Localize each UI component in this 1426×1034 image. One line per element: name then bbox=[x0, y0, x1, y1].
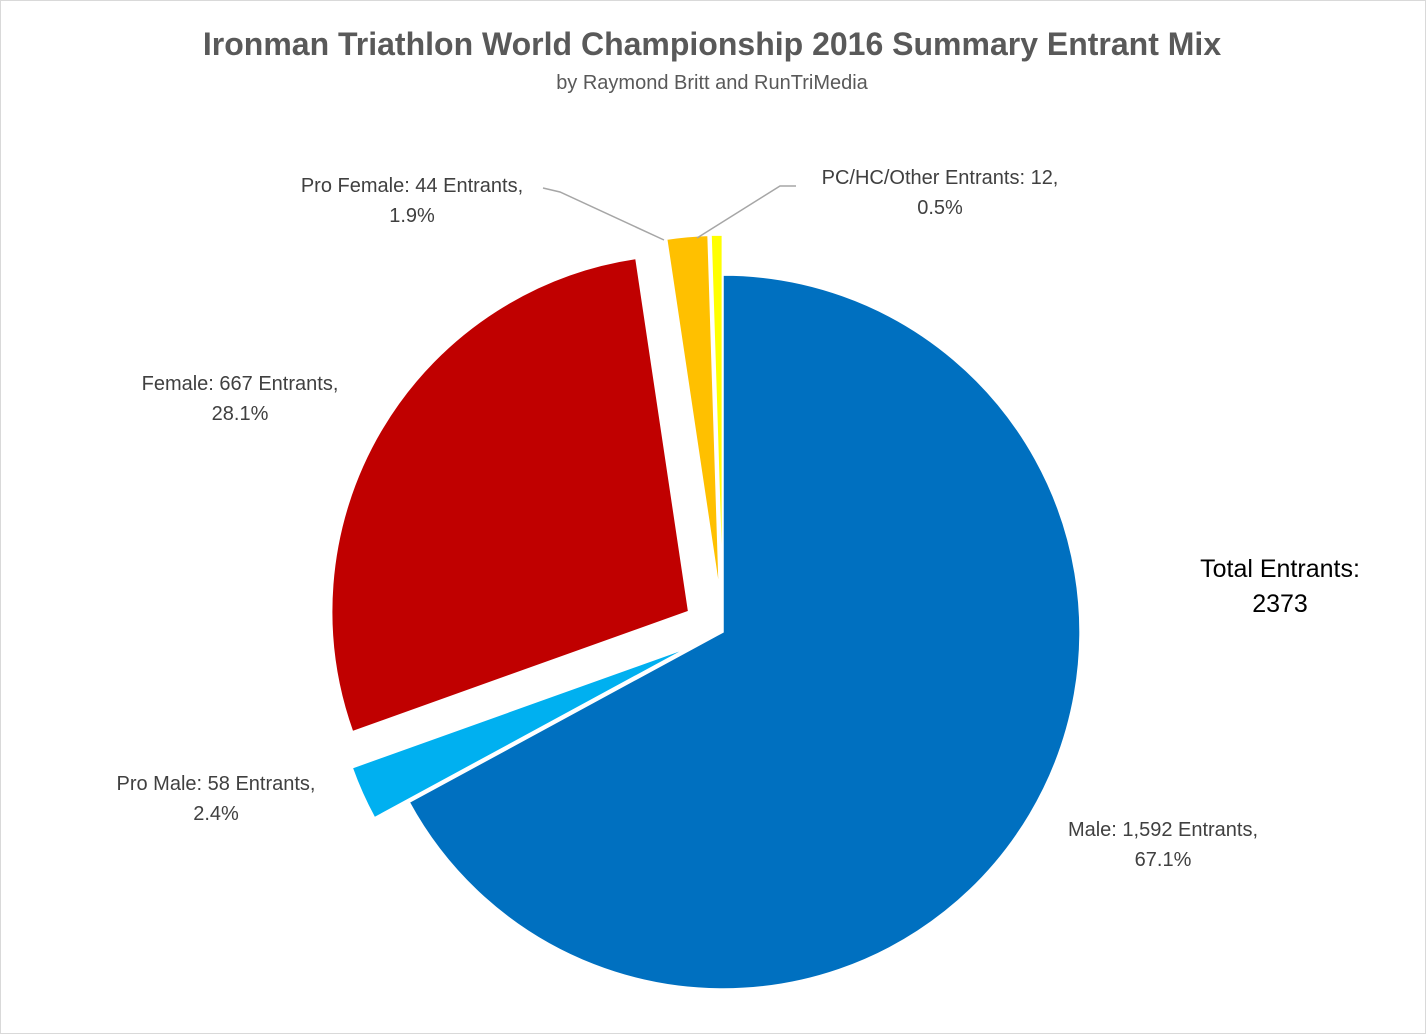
leader-lines bbox=[542, 185, 796, 241]
pie-slice-male bbox=[408, 274, 1081, 990]
slice-label-pc-hc-other: PC/HC/Other Entrants: 12, 0.5% bbox=[822, 167, 1059, 219]
total-entrants-value: 2373 bbox=[1252, 590, 1308, 618]
chart-title: Ironman Triathlon World Championship 201… bbox=[202, 26, 1222, 62]
slice-label-pro-male: Pro Male: 58 Entrants, 2.4% bbox=[117, 773, 316, 825]
leader-line-pro-female bbox=[542, 187, 665, 241]
leader-line-pc-hc-other bbox=[696, 185, 796, 239]
slice-label-pro-female: Pro Female: 44 Entrants, 1.9% bbox=[301, 175, 523, 227]
slice-label-female: Female: 667 Entrants, 28.1% bbox=[142, 373, 339, 425]
chart-subtitle: by Raymond Britt and RunTriMedia bbox=[556, 72, 868, 94]
slice-label-male: Male: 1,592 Entrants, 67.1% bbox=[1068, 819, 1258, 871]
pie-slice-pro-male bbox=[351, 646, 689, 819]
pie-slice-pc-hc-other bbox=[710, 234, 724, 593]
slice-labels: Male: 1,592 Entrants, 67.1% Pro Male: 58 E… bbox=[117, 167, 1259, 871]
pie-slice-pro-female bbox=[665, 234, 721, 593]
total-entrants-label: Total Entrants: bbox=[1200, 555, 1360, 583]
total-entrants-annotation: Total Entrants: 2373 bbox=[1140, 552, 1420, 622]
pie-slice-female bbox=[330, 257, 690, 733]
pie-slices bbox=[330, 234, 1081, 990]
